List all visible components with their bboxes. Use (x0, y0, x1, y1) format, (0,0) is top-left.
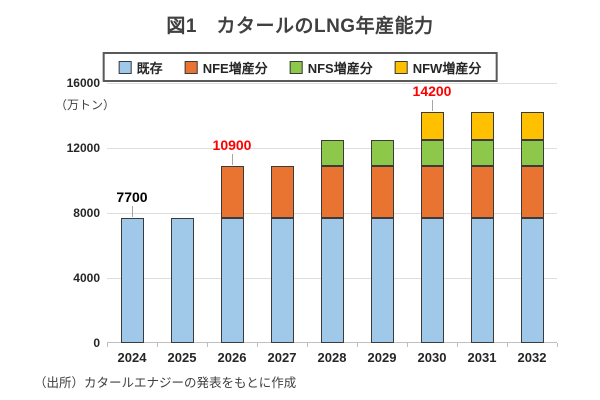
bar-segment-既存-2032 (520, 218, 544, 343)
legend-item-2: NFE増産分 (184, 58, 268, 77)
bar-segment-既存-2028 (320, 218, 344, 343)
legend-item-4: NFW増産分 (394, 58, 482, 77)
bar-segment-NFE増産分-2028 (320, 166, 344, 218)
y-tick-label-16000: 16000 (66, 76, 100, 90)
x-tick-mark (356, 343, 358, 347)
plot-area (107, 82, 557, 343)
y-axis-unit-label: （万トン） (55, 98, 116, 112)
bar-segment-NFS増産分-2029 (370, 140, 394, 166)
data-label-2030: 14200 (412, 83, 452, 100)
bar-segment-既存-2027 (270, 218, 294, 343)
x-tick-mark (256, 343, 258, 347)
legend-item-1: 既存 (118, 58, 163, 77)
x-tick-mark (456, 343, 458, 347)
data-label-2024: 7700 (116, 188, 148, 205)
bar-segment-NFE増産分-2032 (520, 166, 544, 218)
x-category-label-2029: 2029 (367, 350, 397, 365)
legend-item-label: 既存 (136, 60, 163, 76)
x-tick-mark (106, 343, 108, 347)
data-label-leader-2026 (231, 153, 233, 165)
x-tick-mark (206, 343, 208, 347)
legend-swatch-icon (184, 60, 198, 74)
gridline-16000 (107, 82, 557, 84)
x-category-label-2025: 2025 (167, 350, 197, 365)
x-tick-mark (156, 343, 158, 347)
y-tick-label-4000: 4000 (73, 271, 100, 285)
bar-segment-NFE増産分-2030 (420, 166, 444, 218)
bar-segment-既存-2024 (120, 218, 144, 343)
bar-segment-NFS増産分-2031 (470, 140, 494, 166)
bar-segment-NFS増産分-2028 (320, 140, 344, 166)
legend-item-label: NFW増産分 (412, 60, 482, 76)
source-note: （出所）カタールエナジーの発表をもとに作成 (34, 376, 297, 390)
bar-segment-NFE増産分-2029 (370, 166, 394, 218)
chart-legend: 既存 NFE増産分 NFS増産分 NFW増産分 (102, 52, 498, 82)
legend-item-label: NFE増産分 (202, 60, 268, 76)
legend-swatch-icon (394, 60, 408, 74)
data-label-leader-2024 (131, 205, 133, 217)
bar-segment-NFW増産分-2031 (470, 112, 494, 140)
bar-segment-既存-2030 (420, 218, 444, 343)
bar-segment-NFS増産分-2032 (520, 140, 544, 166)
bar-segment-NFW増産分-2030 (420, 112, 444, 140)
bar-segment-NFE増産分-2026 (220, 166, 244, 218)
legend-item-label: NFS増産分 (307, 60, 373, 76)
legend-swatch-icon (118, 60, 132, 74)
bar-segment-既存-2026 (220, 218, 244, 343)
bar-segment-NFE増産分-2027 (270, 166, 294, 218)
legend-swatch-icon (289, 60, 303, 74)
x-category-label-2032: 2032 (517, 350, 547, 365)
x-category-label-2030: 2030 (417, 350, 447, 365)
bar-segment-NFS増産分-2030 (420, 140, 444, 166)
x-category-label-2031: 2031 (467, 350, 497, 365)
x-category-label-2026: 2026 (217, 350, 247, 365)
bar-segment-既存-2031 (470, 218, 494, 343)
bar-segment-既存-2029 (370, 218, 394, 343)
y-tick-label-12000: 12000 (66, 141, 100, 155)
x-tick-mark (406, 343, 408, 347)
bar-segment-NFE増産分-2031 (470, 166, 494, 218)
x-category-label-2027: 2027 (267, 350, 297, 365)
x-tick-mark (506, 343, 508, 347)
x-tick-mark (306, 343, 308, 347)
y-tick-label-0: 0 (93, 336, 100, 350)
legend-item-3: NFS増産分 (289, 58, 373, 77)
data-label-leader-2030 (431, 100, 433, 112)
bar-segment-既存-2025 (170, 218, 194, 343)
data-label-2026: 10900 (212, 136, 252, 153)
x-tick-mark (556, 343, 558, 347)
x-category-label-2028: 2028 (317, 350, 347, 365)
bar-segment-NFW増産分-2032 (520, 112, 544, 140)
y-tick-label-8000: 8000 (73, 206, 100, 220)
x-category-label-2024: 2024 (117, 350, 147, 365)
chart-title: 図1 カタールのLNG年産能力 (166, 16, 434, 37)
